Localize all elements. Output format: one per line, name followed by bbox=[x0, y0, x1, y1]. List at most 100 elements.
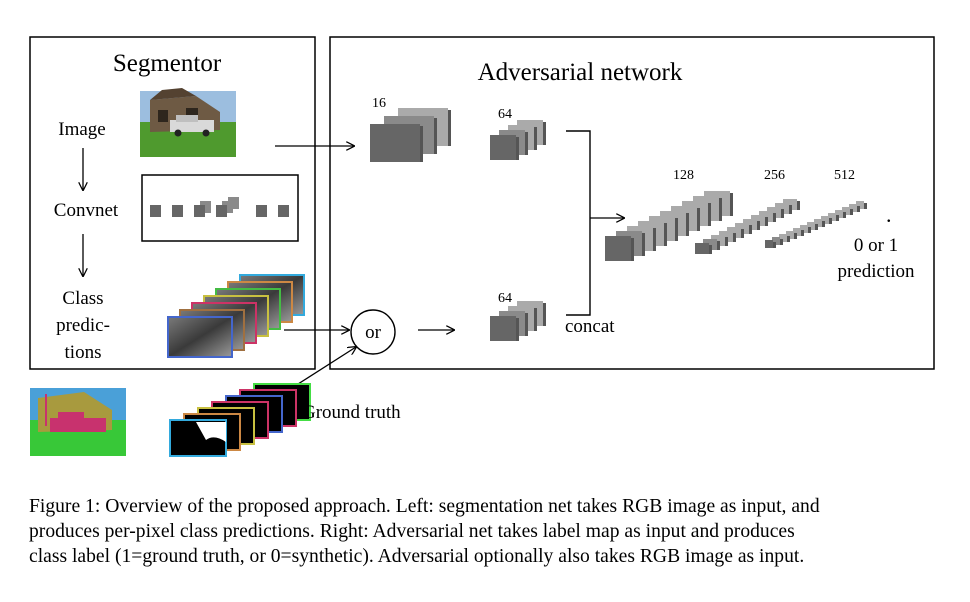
layer-plate bbox=[695, 243, 709, 254]
layer-plate-side bbox=[543, 122, 546, 145]
ground-truth-color-map bbox=[30, 388, 126, 456]
convnet-block bbox=[228, 197, 239, 209]
layer-plate-side bbox=[730, 193, 733, 216]
approach-diagram: Segmentor Image Convnet Class predic- ti… bbox=[29, 36, 935, 457]
layer-plate-side bbox=[801, 230, 804, 236]
convnet-block bbox=[256, 205, 267, 217]
layer-plate-side bbox=[534, 127, 537, 150]
layer-plate-side bbox=[697, 208, 700, 231]
layer-plate-side bbox=[525, 313, 528, 336]
or-label: or bbox=[365, 322, 382, 343]
layer-plate-side bbox=[709, 245, 712, 254]
layer-plate bbox=[800, 225, 808, 233]
layer-stack-256 bbox=[695, 199, 800, 254]
convnet-block bbox=[278, 205, 289, 217]
layer-plate-side bbox=[420, 126, 423, 162]
layer-plate bbox=[793, 228, 801, 236]
convnet-box bbox=[141, 174, 299, 242]
layer-stack-64-top bbox=[490, 120, 546, 160]
layer-plate-side bbox=[829, 218, 832, 224]
segmentor-border bbox=[29, 36, 316, 370]
caption-line-3: class label (1=ground truth, or 0=synthe… bbox=[29, 546, 805, 567]
layer-plate-side bbox=[794, 233, 797, 239]
layer-plate bbox=[828, 213, 836, 221]
layer-plate-side bbox=[787, 236, 790, 242]
layer-plate-side bbox=[781, 209, 784, 218]
convnet-block bbox=[222, 201, 233, 213]
concat-label: concat bbox=[565, 316, 615, 337]
layer-plate-side bbox=[664, 223, 667, 246]
layer-plate-side bbox=[725, 237, 728, 246]
layer-plate-side bbox=[543, 303, 546, 326]
segmentor-title: Segmentor bbox=[113, 50, 222, 77]
layer-plate bbox=[786, 231, 794, 239]
layer-plate bbox=[775, 203, 789, 214]
layer-plate-side bbox=[808, 227, 811, 233]
adversarial-panel: Adversarial network 16 64 64 128 256 512… bbox=[329, 36, 935, 370]
layer-label-64-top: 64 bbox=[498, 107, 512, 122]
step-class-label-3: tions bbox=[65, 342, 102, 363]
output-label-1: 0 or 1 bbox=[854, 235, 898, 256]
caption-line-2: produces per-pixel class predictions. Ri… bbox=[29, 521, 795, 542]
layer-plate-side bbox=[642, 233, 645, 256]
layer-plate bbox=[779, 234, 787, 242]
layer-plate-side bbox=[653, 228, 656, 251]
layer-plate-side bbox=[534, 308, 537, 331]
convnet-block bbox=[150, 205, 161, 217]
layer-plate bbox=[703, 239, 717, 250]
caption-line-1: Figure 1: Overview of the proposed appro… bbox=[29, 496, 820, 517]
layer-plate bbox=[751, 215, 765, 226]
layer-plate bbox=[743, 219, 757, 230]
step-image-label: Image bbox=[58, 119, 105, 140]
convnet-layer-blocks bbox=[150, 197, 289, 217]
layer-plate-side bbox=[757, 221, 760, 230]
convnet-block bbox=[216, 205, 227, 217]
convnet-block bbox=[194, 205, 205, 217]
layer-plate bbox=[772, 237, 780, 245]
layer-plate-side bbox=[773, 213, 776, 222]
layer-plate-side bbox=[719, 198, 722, 221]
convnet-block bbox=[200, 201, 211, 213]
layer-plate bbox=[605, 236, 631, 261]
layer-plate bbox=[783, 199, 797, 210]
layer-plate bbox=[727, 227, 741, 238]
step-convnet-label: Convnet bbox=[54, 200, 119, 221]
layer-plate-side bbox=[741, 229, 744, 238]
layer-plate bbox=[370, 124, 420, 162]
layer-label-16: 16 bbox=[372, 96, 386, 111]
adversarial-border bbox=[329, 36, 935, 370]
step-class-label-2: predic- bbox=[56, 315, 110, 336]
layer-plate-side bbox=[797, 201, 800, 210]
concat-bracket bbox=[566, 130, 591, 316]
layer-plate bbox=[807, 222, 815, 230]
layer-stack-16 bbox=[370, 108, 451, 162]
layer-plate bbox=[814, 219, 822, 227]
layer-plate-side bbox=[789, 205, 792, 214]
layer-plate-side bbox=[850, 209, 853, 215]
ground-truth-label: Ground truth bbox=[302, 402, 401, 423]
layer-plate-side bbox=[733, 233, 736, 242]
ground-truth-label-maps bbox=[169, 383, 311, 457]
layer-plate-side bbox=[822, 221, 825, 227]
layer-plate-side bbox=[675, 218, 678, 241]
layer-stack-128 bbox=[605, 191, 733, 261]
layer-plate bbox=[490, 316, 516, 341]
output-dot: . bbox=[886, 202, 892, 227]
layer-stack-64-bottom bbox=[490, 301, 546, 341]
layer-plate bbox=[849, 204, 857, 212]
layer-plate-side bbox=[843, 212, 846, 218]
layer-plate-side bbox=[857, 206, 860, 212]
layer-label-64-bottom: 64 bbox=[498, 291, 512, 306]
layer-plate bbox=[719, 231, 733, 242]
prediction-map bbox=[167, 316, 233, 358]
layer-label-256: 256 bbox=[764, 168, 785, 183]
layer-plate bbox=[735, 223, 749, 234]
layer-plate-side bbox=[864, 203, 867, 209]
layer-plate-side bbox=[686, 213, 689, 236]
layer-plate bbox=[767, 207, 781, 218]
layer-plate-side bbox=[434, 118, 437, 154]
layer-plate-side bbox=[717, 241, 720, 250]
layer-plate-side bbox=[448, 110, 451, 146]
layer-plate-side bbox=[836, 215, 839, 221]
layer-plate bbox=[821, 216, 829, 224]
